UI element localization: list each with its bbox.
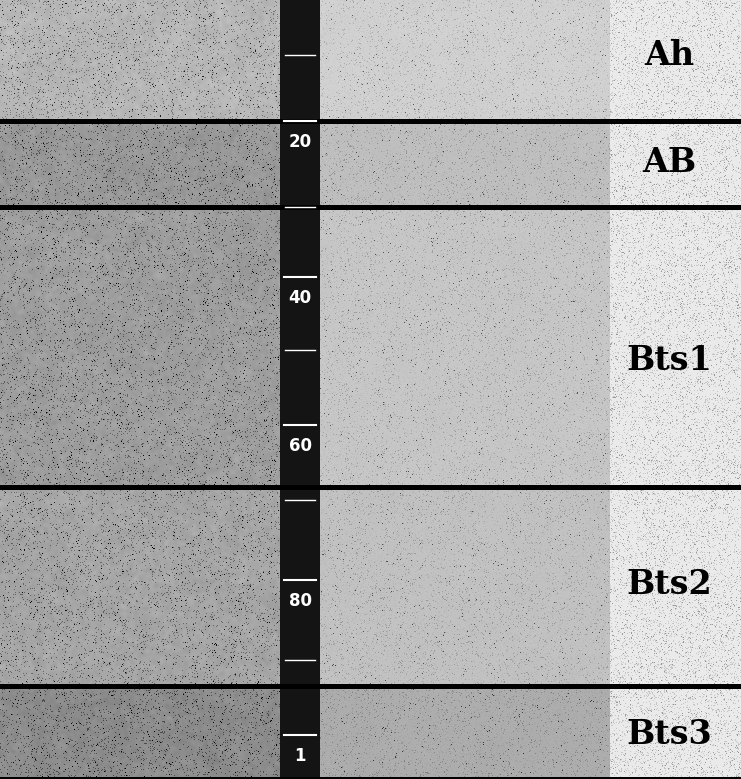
Text: 40: 40 <box>288 289 311 307</box>
Text: Bts1: Bts1 <box>626 344 712 376</box>
Text: Bts3: Bts3 <box>626 718 712 752</box>
Text: AB: AB <box>642 146 696 178</box>
Text: 1: 1 <box>294 747 306 765</box>
Text: Ah: Ah <box>644 38 694 72</box>
Text: 80: 80 <box>288 592 311 610</box>
Text: Bts2: Bts2 <box>626 569 712 601</box>
Text: 20: 20 <box>288 133 311 151</box>
Text: 60: 60 <box>288 437 311 455</box>
